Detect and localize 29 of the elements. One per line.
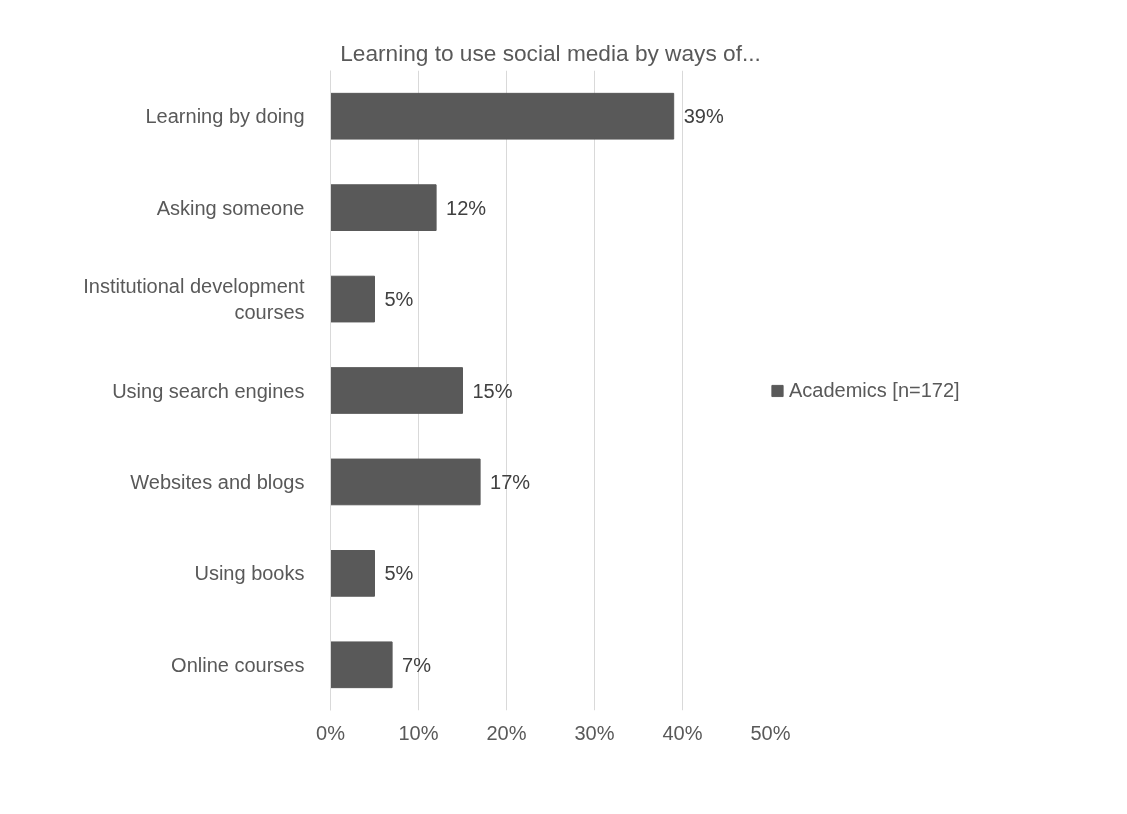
data-label: 5% [384,288,414,311]
y-tick-label: Using search engines [112,379,305,402]
chart-title: Learning to use social media by ways of... [340,39,761,66]
bar [330,641,393,689]
bar [330,550,375,597]
y-tick-label: Learning by doing [145,105,305,128]
x-tick-label: 10% [398,721,439,744]
data-label: 17% [490,470,531,493]
bar [330,275,375,323]
bar [330,184,437,231]
data-label: 15% [472,379,513,402]
x-tick-label: 30% [574,721,615,744]
y-tick-label: Asking someone [156,196,305,219]
data-label: 39% [683,105,724,128]
y-tick-label: Institutional development courses [83,274,305,324]
bar [330,92,675,140]
x-tick-label: 50% [750,721,791,744]
bar [330,458,481,506]
x-tick-label: 40% [662,721,703,744]
data-label: 7% [402,653,432,676]
y-tick-label: Using books [194,562,305,585]
data-label: 5% [384,562,414,585]
x-tick-label: 0% [316,721,346,744]
y-tick-label: Websites and blogs [130,470,305,493]
y-tick-label: Online courses [171,653,305,676]
data-label: 12% [446,196,487,219]
legend-label: Academics [n=172] [789,378,960,402]
bar [330,367,463,414]
x-tick-label: 20% [486,721,527,744]
